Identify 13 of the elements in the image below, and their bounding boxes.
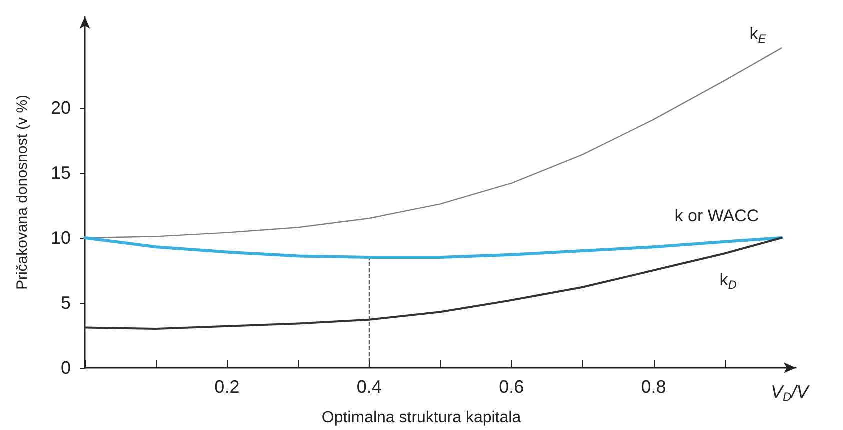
x-tick-label: 0.2 — [214, 377, 240, 397]
y-tick-label: 10 — [50, 228, 71, 248]
x-tick-label: 0.8 — [641, 377, 666, 397]
x-tick-label: 0.6 — [499, 377, 524, 397]
x-tick-label: 0.4 — [356, 377, 382, 397]
line-series — [84, 236, 784, 259]
series-label: k or WACC — [674, 206, 760, 226]
text: Optimalna struktura kapitala — [322, 410, 522, 426]
y-tick-label: 0 — [60, 358, 71, 378]
y-tick-label: 5 — [60, 293, 71, 313]
y-tick-label: 20 — [50, 98, 71, 118]
y-axis-title: Pričakovana donosnost (v %) — [14, 94, 31, 290]
y-tick-label: 15 — [50, 163, 71, 183]
